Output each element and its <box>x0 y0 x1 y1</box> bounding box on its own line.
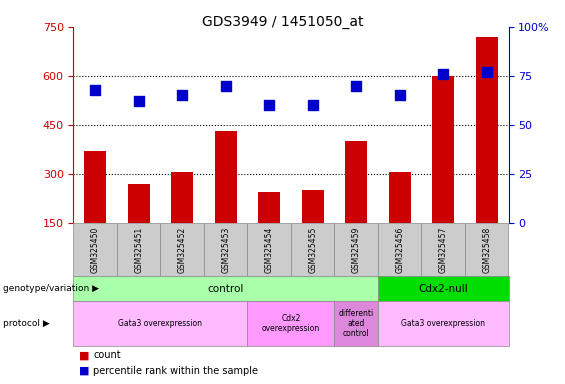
Bar <box>389 172 411 272</box>
Bar <box>345 141 367 272</box>
Text: GSM325450: GSM325450 <box>91 227 99 273</box>
Point <box>308 102 318 108</box>
Point <box>264 102 274 108</box>
Text: percentile rank within the sample: percentile rank within the sample <box>93 366 258 376</box>
Text: GSM325455: GSM325455 <box>308 227 317 273</box>
Text: GSM325456: GSM325456 <box>396 227 404 273</box>
Text: GDS3949 / 1451050_at: GDS3949 / 1451050_at <box>202 15 363 29</box>
Bar <box>128 184 150 272</box>
Text: genotype/variation ▶: genotype/variation ▶ <box>3 285 99 293</box>
Text: GSM325454: GSM325454 <box>265 227 273 273</box>
Text: Gata3 overexpression: Gata3 overexpression <box>119 319 202 328</box>
Text: Cdx2
overexpression: Cdx2 overexpression <box>262 314 320 333</box>
Text: GSM325453: GSM325453 <box>221 227 230 273</box>
Text: differenti
ated
control: differenti ated control <box>338 309 374 338</box>
Text: GSM325457: GSM325457 <box>439 227 447 273</box>
Bar <box>215 131 237 272</box>
Text: ■: ■ <box>79 350 90 360</box>
Text: GSM325452: GSM325452 <box>178 227 186 273</box>
Bar <box>171 172 193 272</box>
Bar <box>258 192 280 272</box>
Bar <box>476 37 498 272</box>
Text: count: count <box>93 350 121 360</box>
Bar <box>302 190 324 272</box>
Point <box>396 92 405 98</box>
Text: Gata3 overexpression: Gata3 overexpression <box>401 319 485 328</box>
Point <box>134 98 144 104</box>
Point <box>483 69 492 75</box>
Text: GSM325459: GSM325459 <box>352 227 360 273</box>
Text: protocol ▶: protocol ▶ <box>3 319 50 328</box>
Bar <box>84 151 106 272</box>
Point <box>177 92 186 98</box>
Bar <box>432 76 454 272</box>
Text: GSM325451: GSM325451 <box>134 227 143 273</box>
Text: ■: ■ <box>79 366 90 376</box>
Point <box>438 71 447 77</box>
Point <box>221 83 231 89</box>
Text: Cdx2-null: Cdx2-null <box>418 284 468 294</box>
Point <box>351 83 361 89</box>
Text: GSM325458: GSM325458 <box>483 227 491 273</box>
Text: control: control <box>207 284 244 294</box>
Point <box>90 86 100 93</box>
